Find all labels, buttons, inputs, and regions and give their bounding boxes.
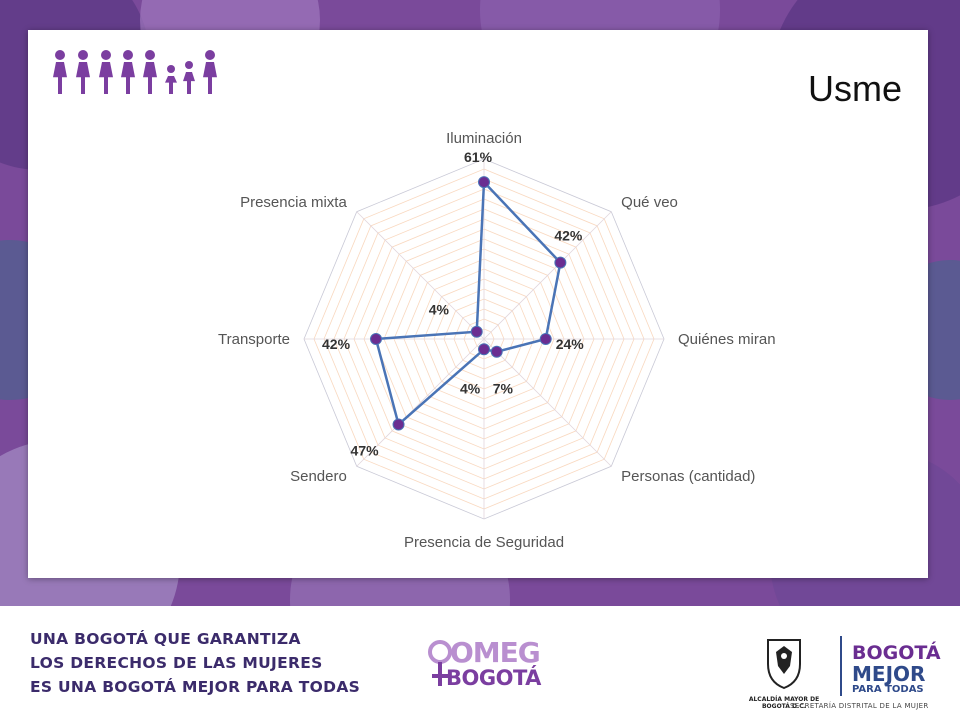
- category-label: Transporte: [218, 331, 290, 348]
- slogan-line-2: LOS DERECHOS DE LAS MUJERES: [30, 654, 323, 672]
- footer: UNA BOGOTÁ QUE GARANTIZA LOS DERECHOS DE…: [0, 606, 960, 720]
- bogota-logo-line-2: MEJOR: [852, 662, 926, 686]
- secretaria-label: SECRETARÍA DISTRITAL DE LA MUJER: [790, 702, 929, 710]
- person-icon: [143, 50, 157, 94]
- radar-spoke: [483, 211, 612, 340]
- person-icon: [99, 50, 113, 94]
- radar-spoke: [356, 338, 485, 467]
- data-label: 4%: [429, 302, 450, 318]
- data-label: 7%: [493, 381, 514, 397]
- category-label: Qué veo: [621, 194, 678, 211]
- bogota-mejor-logo: BOGOTÁ MEJOR PARA TODAS: [852, 642, 941, 695]
- venus-icon: [428, 640, 452, 686]
- data-point: [370, 333, 382, 345]
- category-label: Personas (cantidad): [621, 468, 755, 485]
- data-point: [478, 176, 490, 189]
- data-label: 61%: [464, 149, 493, 165]
- bogota-logo-line-3: PARA TODAS: [852, 684, 924, 695]
- data-label: 42%: [554, 228, 583, 244]
- chart-card: Usme Iluminación Qué veo Quiénes miran Pers…: [28, 30, 928, 578]
- person-icon: [53, 50, 67, 94]
- category-label: Iluminación: [446, 130, 522, 147]
- category-label: Quiénes miran: [678, 331, 776, 348]
- women-group-icon: [53, 50, 217, 94]
- logo-divider: [840, 636, 842, 696]
- radar-spoke: [483, 338, 612, 467]
- bogota-shield-icon: [767, 639, 801, 690]
- person-icon: [121, 50, 135, 94]
- data-label: 47%: [351, 442, 380, 458]
- alcaldia-label: ALCALDÍA MAYOR DE BOGOTÁ D.C.: [748, 696, 820, 710]
- data-point: [470, 325, 483, 338]
- data-label: 24%: [556, 336, 585, 352]
- category-label: Sendero: [290, 468, 347, 485]
- data-label: 4%: [460, 380, 481, 396]
- bogota-logo-line-1: BOGOTÁ: [852, 642, 941, 664]
- data-point: [539, 333, 552, 345]
- person-icon: [165, 65, 177, 94]
- person-icon: [183, 61, 195, 94]
- omeg-text: OMEG: [450, 636, 541, 669]
- data-point: [554, 256, 567, 269]
- radar-chart: Iluminación Qué veo Quiénes miran Personas …: [218, 130, 776, 551]
- slogan-line-3: ES UNA BOGOTÁ MEJOR PARA TODAS: [30, 678, 361, 696]
- person-icon: [203, 50, 217, 94]
- data-point: [490, 345, 503, 358]
- data-point: [478, 343, 490, 356]
- omeg-city-text: BOGOTÁ: [446, 666, 541, 690]
- radar-spoke: [356, 211, 485, 340]
- data-label: 42%: [322, 336, 351, 352]
- person-icon: [76, 50, 90, 94]
- chart-title: Usme: [807, 68, 902, 109]
- slogan-line-1: UNA BOGOTÁ QUE GARANTIZA: [30, 630, 301, 648]
- data-point: [392, 418, 405, 431]
- category-label: Presencia mixta: [240, 194, 347, 211]
- category-label: Presencia de Seguridad: [404, 534, 564, 551]
